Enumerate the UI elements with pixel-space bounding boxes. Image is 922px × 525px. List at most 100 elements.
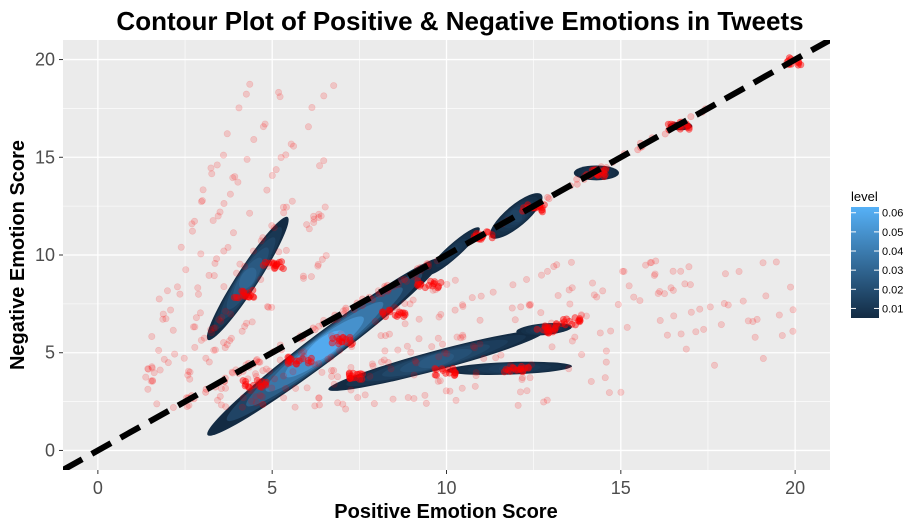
data-point	[259, 234, 267, 242]
data-point	[239, 394, 247, 402]
data-point	[210, 272, 218, 280]
data-point	[289, 368, 297, 376]
data-point	[261, 380, 269, 388]
data-point	[435, 353, 443, 361]
data-point	[526, 301, 534, 309]
legend-label: 0.06	[882, 208, 903, 220]
data-point	[573, 180, 581, 188]
data-point	[258, 383, 266, 391]
data-point	[304, 359, 312, 367]
data-point	[797, 61, 805, 69]
data-point	[601, 374, 609, 382]
data-point	[316, 162, 324, 170]
data-point	[297, 349, 305, 357]
data-point	[439, 366, 447, 374]
data-point	[338, 338, 346, 346]
data-point	[315, 401, 323, 409]
data-point	[216, 392, 224, 400]
data-point	[385, 330, 393, 338]
data-point	[759, 259, 767, 267]
data-point	[320, 157, 328, 165]
data-point	[205, 271, 213, 279]
data-point	[382, 332, 390, 340]
data-point	[292, 384, 300, 392]
data-point	[163, 287, 171, 295]
data-point	[681, 280, 689, 288]
data-point	[248, 397, 256, 405]
data-point	[502, 365, 510, 373]
data-point	[369, 362, 377, 370]
data-point	[576, 317, 584, 325]
data-point	[205, 358, 213, 366]
data-point	[271, 264, 279, 272]
data-point	[778, 332, 786, 340]
data-point	[568, 337, 576, 345]
data-point	[523, 387, 531, 395]
data-point	[269, 260, 277, 268]
data-point	[399, 309, 407, 317]
data-point	[500, 368, 508, 376]
data-point	[192, 314, 200, 322]
data-point	[735, 267, 743, 275]
data-point	[435, 313, 443, 321]
data-point	[259, 367, 267, 375]
data-point	[541, 323, 549, 331]
data-point	[452, 369, 460, 377]
data-point	[234, 294, 242, 302]
data-point	[261, 258, 269, 266]
data-point	[356, 370, 364, 378]
data-point	[385, 306, 393, 314]
data-point	[339, 400, 347, 408]
data-point	[177, 243, 185, 251]
contour-band	[304, 330, 345, 364]
data-point	[434, 284, 442, 292]
data-point	[543, 328, 551, 336]
data-point	[164, 359, 172, 367]
data-point	[233, 293, 241, 301]
data-point	[247, 387, 255, 395]
data-point	[264, 303, 272, 311]
data-point	[276, 356, 284, 364]
data-point	[246, 80, 254, 88]
data-point	[548, 343, 556, 351]
data-point	[276, 93, 284, 101]
data-point	[458, 384, 466, 392]
data-point	[303, 384, 311, 392]
data-point	[380, 356, 388, 364]
data-point	[169, 404, 177, 412]
data-point	[207, 164, 215, 172]
data-point	[307, 358, 315, 366]
x-tick-label: 10	[436, 478, 456, 498]
data-point	[434, 283, 442, 291]
data-point	[504, 366, 512, 374]
data-point	[650, 271, 658, 279]
data-point	[687, 308, 695, 316]
data-point	[348, 343, 356, 351]
data-point	[271, 375, 279, 383]
contour-band	[239, 267, 257, 290]
data-point	[243, 293, 251, 301]
data-point	[329, 335, 337, 343]
data-point	[320, 92, 328, 100]
data-point	[410, 395, 418, 403]
data-point	[211, 346, 219, 354]
data-point	[599, 287, 607, 295]
data-point	[427, 277, 435, 285]
data-point	[220, 283, 228, 291]
data-point	[144, 385, 152, 393]
data-point	[227, 334, 235, 342]
data-point	[191, 323, 199, 331]
data-point	[354, 394, 362, 402]
data-point	[687, 113, 695, 121]
data-point	[262, 378, 270, 386]
data-point	[686, 281, 694, 289]
data-point	[330, 380, 338, 388]
data-point	[214, 212, 222, 220]
data-point	[414, 280, 422, 288]
data-point	[661, 130, 669, 138]
reference-line-dashed	[63, 40, 830, 470]
data-point	[431, 371, 439, 379]
data-point	[654, 289, 662, 297]
data-point	[524, 363, 532, 371]
data-point	[506, 363, 514, 371]
